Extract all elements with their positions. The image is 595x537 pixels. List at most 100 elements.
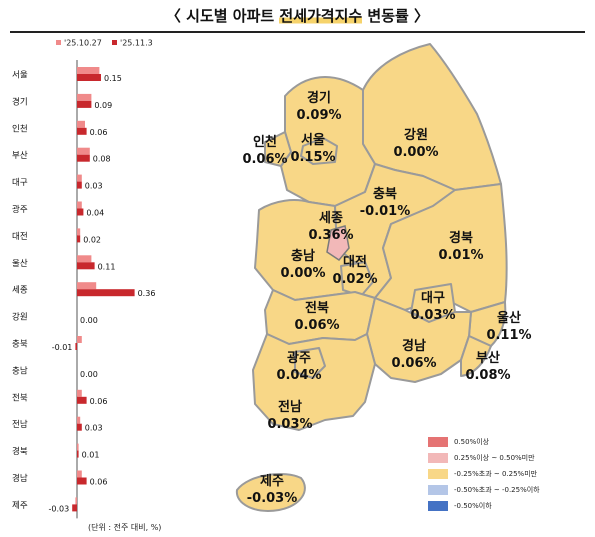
map-label-daejeon: 대전 0.02%	[332, 254, 377, 287]
bar-prev	[77, 282, 97, 290]
category-label: 대구	[12, 178, 28, 188]
bar-prev	[77, 228, 81, 236]
data-label: 0.06	[90, 128, 108, 137]
map-legend-item: -0.50%초과 ~ -0.25%이하	[428, 482, 540, 498]
map-region-gwangju	[294, 347, 326, 379]
title-prefix: 〈 시도별 아파트	[165, 7, 280, 25]
title-underline	[10, 31, 585, 33]
bar-prev	[77, 416, 81, 424]
region-name: 전북	[305, 300, 329, 316]
map-region-seoul	[300, 137, 338, 165]
map-legend-swatch	[428, 485, 448, 495]
bar-curr	[77, 235, 81, 243]
map-label-jeju: 제주 -0.03%	[247, 474, 298, 506]
data-label: 0.36	[138, 289, 156, 298]
region-name: 광주	[287, 351, 311, 366]
korea-map: 경기 0.09% 강원 0.00% 인천 0.06% 서울 0.15% 충북 -0.01% 세종 0.…	[235, 43, 532, 512]
map-label-ulsan: 울산 0.11%	[486, 310, 531, 343]
map-legend-item: 0.25%이상 ~ 0.50%미만	[428, 450, 540, 466]
region-value: 0.11%	[486, 328, 531, 343]
region-name: 부산	[476, 350, 500, 366]
category-label: 서울	[12, 71, 28, 81]
title-suffix: 변동률 〉	[362, 7, 430, 25]
region-value: -0.03%	[247, 491, 298, 506]
bar-prev	[77, 389, 82, 397]
legend-swatch	[112, 40, 117, 45]
bar-curr	[77, 289, 135, 297]
data-label: 0.01	[82, 451, 100, 460]
category-label: 전북	[12, 392, 28, 403]
region-name: 대구	[421, 291, 445, 306]
region-value: 0.06%	[294, 318, 339, 333]
map-legend-item: 0.50%이상	[428, 434, 540, 450]
region-value: 0.04%	[276, 368, 321, 383]
bar-curr	[77, 127, 87, 135]
region-name: 충남	[291, 248, 315, 264]
region-value: 0.15%	[290, 150, 335, 165]
map-legend-swatch	[428, 469, 448, 479]
map-label-gyeongnam: 경남 0.06%	[391, 338, 436, 371]
bar-prev	[77, 201, 82, 209]
map-label-daegu: 대구 0.03%	[410, 291, 455, 323]
data-label: -0.01	[52, 343, 73, 352]
region-name: 경남	[402, 338, 426, 354]
map-region-incheon	[264, 131, 292, 167]
region-value: 0.06%	[242, 152, 287, 167]
bar-curr	[77, 477, 87, 485]
unit-note: (단위 : 전주 대비, %)	[88, 523, 162, 532]
region-value: 0.00%	[393, 145, 438, 160]
map-legend-label: 0.50%이상	[454, 438, 490, 446]
region-value: 0.06%	[391, 356, 436, 371]
category-label: 강원	[12, 312, 28, 323]
map-region-jeonbuk	[264, 289, 376, 345]
map-label-jeonbuk: 전북 0.06%	[294, 300, 339, 333]
legend-swatch	[56, 40, 61, 45]
map-region-sejong	[326, 225, 350, 261]
bar-chart: '25.10.27 '25.11.3 서울 0.15 경기 0.09 인천 0.06 부산 0.0…	[12, 39, 156, 519]
bar-prev	[77, 147, 90, 155]
bar-curr	[77, 262, 95, 270]
bar-prev	[77, 174, 82, 182]
map-label-chungnam: 충남 0.00%	[280, 248, 325, 281]
map-labels: 경기 0.09% 강원 0.00% 인천 0.06% 서울 0.15% 충북 -0.01% 세종 0.…	[242, 90, 531, 506]
region-value: 0.08%	[465, 368, 510, 383]
chart-title: 〈 시도별 아파트 전세가격지수 변동률 〉	[0, 5, 595, 27]
bar-prev	[77, 93, 92, 101]
data-label: 0.02	[83, 235, 101, 244]
bar-curr	[77, 396, 87, 404]
category-label: 제주	[12, 501, 28, 511]
bar-prev	[77, 470, 82, 478]
map-legend-item: -0.50%이하	[428, 498, 540, 514]
map-label-jeonnam: 전남 0.03%	[267, 399, 312, 432]
region-name: 인천	[253, 134, 277, 150]
data-label: 0.00	[80, 370, 98, 379]
data-label: 0.03	[85, 182, 103, 191]
map-region-gyeongbuk	[374, 183, 508, 313]
region-value: 0.02%	[332, 272, 377, 287]
map-legend-label: -0.25%초과 ~ 0.25%미만	[454, 470, 538, 478]
map-regions	[235, 43, 508, 512]
data-label: -0.03	[48, 504, 69, 513]
category-label: 울산	[12, 258, 28, 269]
data-label: 0.09	[94, 101, 112, 110]
data-label: 0.03	[85, 424, 103, 433]
region-value: 0.36%	[308, 228, 353, 243]
map-label-seoul: 서울 0.15%	[290, 132, 335, 165]
bar-curr	[75, 343, 77, 350]
region-name: 울산	[497, 310, 521, 326]
data-label: 0.04	[86, 209, 104, 218]
region-value: 0.00%	[280, 266, 325, 281]
map-legend-swatch	[428, 453, 448, 463]
region-name: 세종	[319, 211, 343, 226]
region-value: 0.09%	[296, 108, 341, 123]
bar-curr	[77, 423, 82, 431]
map-label-gangwon: 강원 0.00%	[393, 127, 438, 160]
category-label: 인천	[12, 123, 28, 134]
data-label: 0.11	[98, 262, 116, 271]
map-legend-swatch	[428, 437, 448, 447]
map-region-daejeon	[340, 261, 374, 297]
region-value: 0.01%	[438, 248, 483, 263]
legend-label: '25.10.27	[64, 39, 102, 48]
bar-curr	[77, 208, 84, 216]
